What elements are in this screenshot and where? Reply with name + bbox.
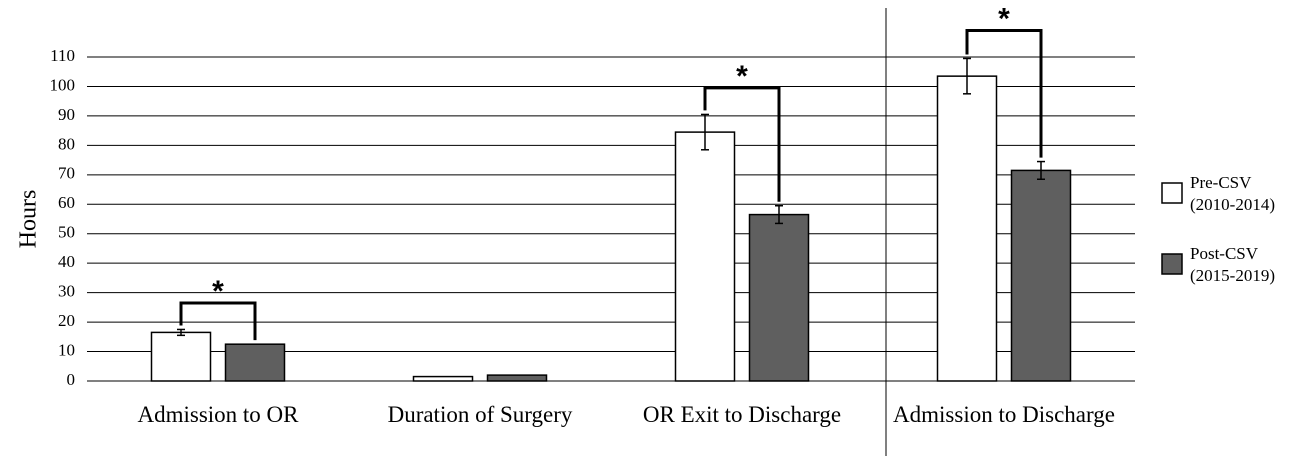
y-tick-label: 60	[58, 193, 75, 212]
significance-bracket	[179, 301, 257, 341]
error-bar	[177, 328, 185, 337]
bar	[748, 213, 810, 382]
x-tick-label: Admission to OR	[137, 402, 299, 427]
error-bar	[775, 204, 783, 225]
bar	[486, 374, 548, 382]
y-tick-label: 110	[50, 46, 75, 65]
y-tick-label: 0	[67, 370, 76, 389]
x-tick-label: Admission to Discharge	[893, 402, 1115, 427]
x-tick-label: Duration of Surgery	[387, 402, 573, 427]
significance-bracket	[703, 86, 781, 202]
legend-swatch	[1161, 182, 1183, 204]
significance-marker: *	[998, 2, 1010, 35]
bar	[150, 331, 212, 382]
y-tick-label: 70	[58, 164, 75, 183]
bar	[1010, 169, 1072, 382]
y-tick-label: 90	[58, 105, 75, 124]
bar	[674, 131, 736, 382]
error-bar	[701, 113, 709, 151]
y-tick-label: 100	[50, 75, 76, 94]
bar	[412, 375, 474, 382]
y-tick-label: 20	[58, 311, 75, 330]
legend-label: Post-CSV (2015-2019)	[1190, 244, 1275, 285]
bar	[224, 343, 286, 382]
bar	[936, 75, 998, 382]
legend-label: Pre-CSV (2010-2014)	[1190, 173, 1275, 214]
significance-bracket	[965, 28, 1043, 158]
y-tick-label: 50	[58, 223, 75, 242]
y-axis-label: Hours	[16, 190, 42, 249]
significance-marker: *	[212, 275, 224, 308]
error-bar	[963, 57, 971, 95]
error-bar	[1037, 160, 1045, 180]
x-tick-label: OR Exit to Discharge	[642, 402, 842, 427]
y-tick-label: 40	[58, 252, 75, 271]
y-tick-label: 10	[58, 340, 75, 359]
y-tick-label: 30	[58, 282, 75, 301]
significance-marker: *	[736, 60, 748, 93]
legend-swatch	[1161, 253, 1183, 275]
y-tick-label: 80	[58, 134, 75, 153]
